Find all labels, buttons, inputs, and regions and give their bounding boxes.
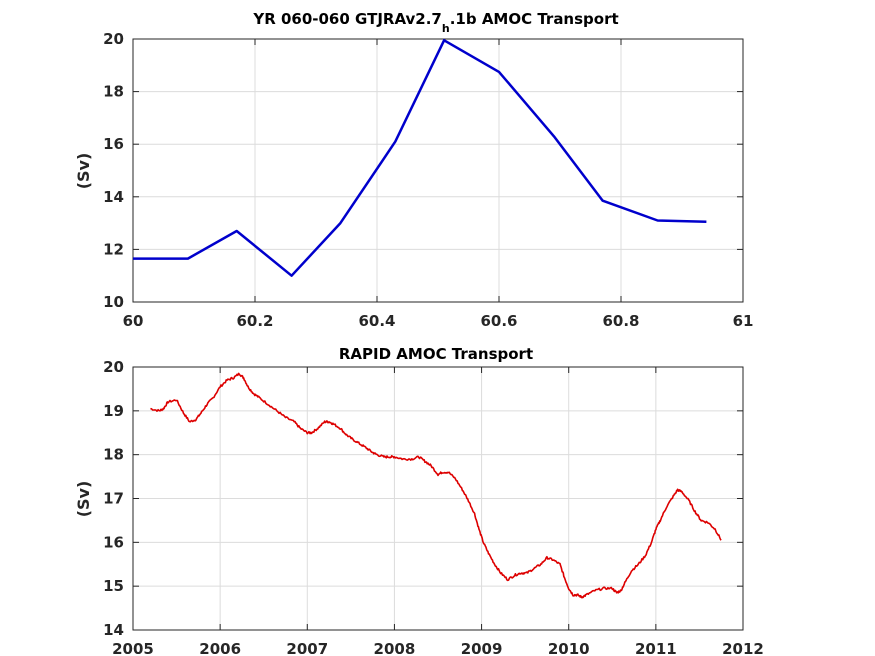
top-y-tick-label: 14 [103,188,124,206]
top-x-tick-label: 60.4 [358,312,395,330]
bottom-x-tick-label: 2008 [374,640,416,656]
panel-bottom: 2005 2006 2007 2008 2009 2010 2011 2012 1415161… [74,345,764,656]
bottom-x-tick-label: 2005 [112,640,154,656]
top-y-axis: 10 12 14 16 18 20 [103,30,743,311]
top-y-axis-label: (Sv) [74,153,93,190]
top-x-tick-label: 60 [123,312,144,330]
top-x-axis: 60 60.2 60.4 60.6 60.8 61 [123,39,754,330]
top-y-tick-label: 16 [103,135,124,153]
bottom-y-tick-label: 16 [103,533,124,551]
top-x-tick-label: 61 [733,312,754,330]
bottom-x-axis: 2005 2006 2007 2008 2009 2010 2011 2012 [112,367,764,656]
bottom-y-tick-label: 20 [103,358,124,376]
bottom-chart-title: RAPID AMOC Transport [339,345,533,363]
bottom-y-tick-label: 17 [103,490,124,508]
bottom-y-axis-label: (Sv) [74,481,93,518]
top-chart-title: YR 060-060 GTJRAv2.7h.1b AMOC Transport [252,10,618,35]
bottom-x-tick-label: 2011 [635,640,677,656]
top-x-tick-label: 60.6 [480,312,517,330]
top-y-tick-label: 18 [103,83,124,101]
bottom-y-tick-label: 14 [103,621,124,639]
bottom-x-tick-label: 2007 [286,640,328,656]
top-y-tick-label: 10 [103,293,124,311]
bottom-y-tick-label: 15 [103,577,124,595]
bottom-y-axis: 14 15 16 17 18 19 20 [103,358,743,639]
bottom-rapid-line [150,372,722,599]
top-amoc-line [133,39,707,277]
top-y-tick-label: 20 [103,30,124,48]
bottom-x-tick-label: 2006 [199,640,241,656]
bottom-y-tick-label: 18 [103,446,124,464]
bottom-x-tick-label: 2010 [548,640,590,656]
bottom-x-tick-label: 2012 [722,640,764,656]
bottom-y-tick-label: 19 [103,402,124,420]
bottom-x-tick-label: 2009 [461,640,503,656]
top-y-tick-label: 12 [103,240,124,258]
top-plot-frame [132,38,744,303]
top-x-tick-label: 60.8 [602,312,639,330]
top-x-tick-label: 60.2 [236,312,273,330]
